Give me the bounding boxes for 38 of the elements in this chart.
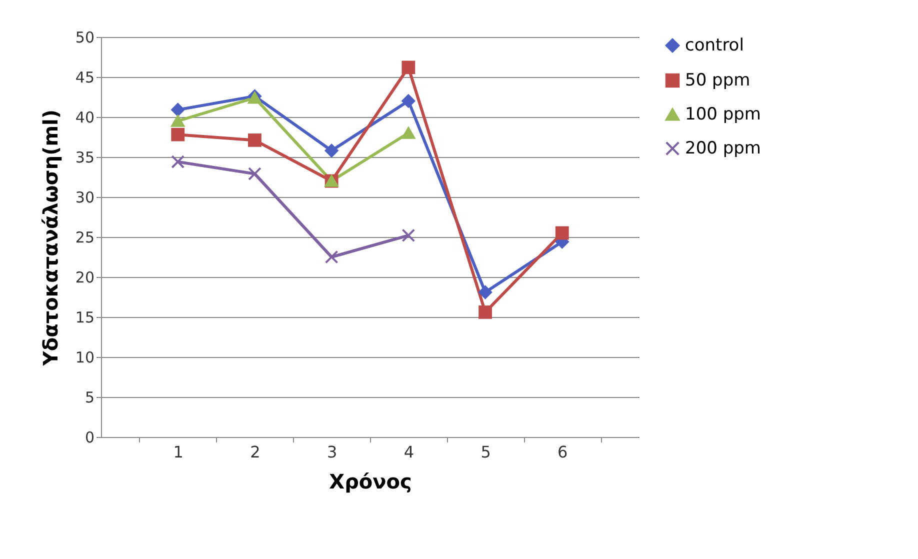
- point: [324, 250, 338, 264]
- y-tick-label: 25: [75, 228, 94, 246]
- x-tick-label: 4: [404, 442, 414, 462]
- x-tick-label: 5: [480, 442, 491, 462]
- x-tick-label: 1: [173, 442, 184, 462]
- point: [171, 103, 185, 116]
- point: [171, 128, 185, 142]
- y-tick-label: 30: [75, 188, 94, 206]
- y-tick-label: 0: [84, 428, 94, 446]
- legend-label: 200 ppm: [685, 138, 761, 158]
- point: [171, 115, 185, 127]
- point: [555, 226, 569, 240]
- x-tick-label: 2: [250, 442, 260, 462]
- y-tick-label: 20: [75, 268, 94, 286]
- x-tick-label: 3: [326, 442, 338, 462]
- point: [324, 144, 338, 158]
- y-axis-title: Υδατοκατανάλωση(ml): [38, 109, 62, 367]
- x-axis-title: Χρόνος: [329, 470, 412, 494]
- point: [171, 155, 185, 168]
- y-tick-label: 40: [75, 108, 94, 126]
- y-tick-label: 45: [75, 68, 94, 86]
- y-tick-label: 10: [75, 348, 94, 366]
- point: [248, 167, 262, 180]
- point: [248, 134, 262, 147]
- point: [478, 306, 492, 319]
- y-tick-label: 5: [84, 388, 94, 406]
- y-tick-label: 35: [75, 148, 94, 166]
- legend-label: control: [685, 36, 744, 56]
- x-tick-label: 6: [558, 442, 568, 462]
- legend-label: 100 ppm: [685, 104, 761, 124]
- legend-label: 50 ppm: [685, 70, 750, 90]
- point: [478, 286, 492, 299]
- point: [402, 94, 416, 108]
- point: [402, 60, 416, 74]
- y-tick-label: 50: [75, 28, 94, 46]
- point: [402, 228, 416, 242]
- point: [402, 127, 416, 139]
- y-tick-label: 15: [75, 308, 94, 326]
